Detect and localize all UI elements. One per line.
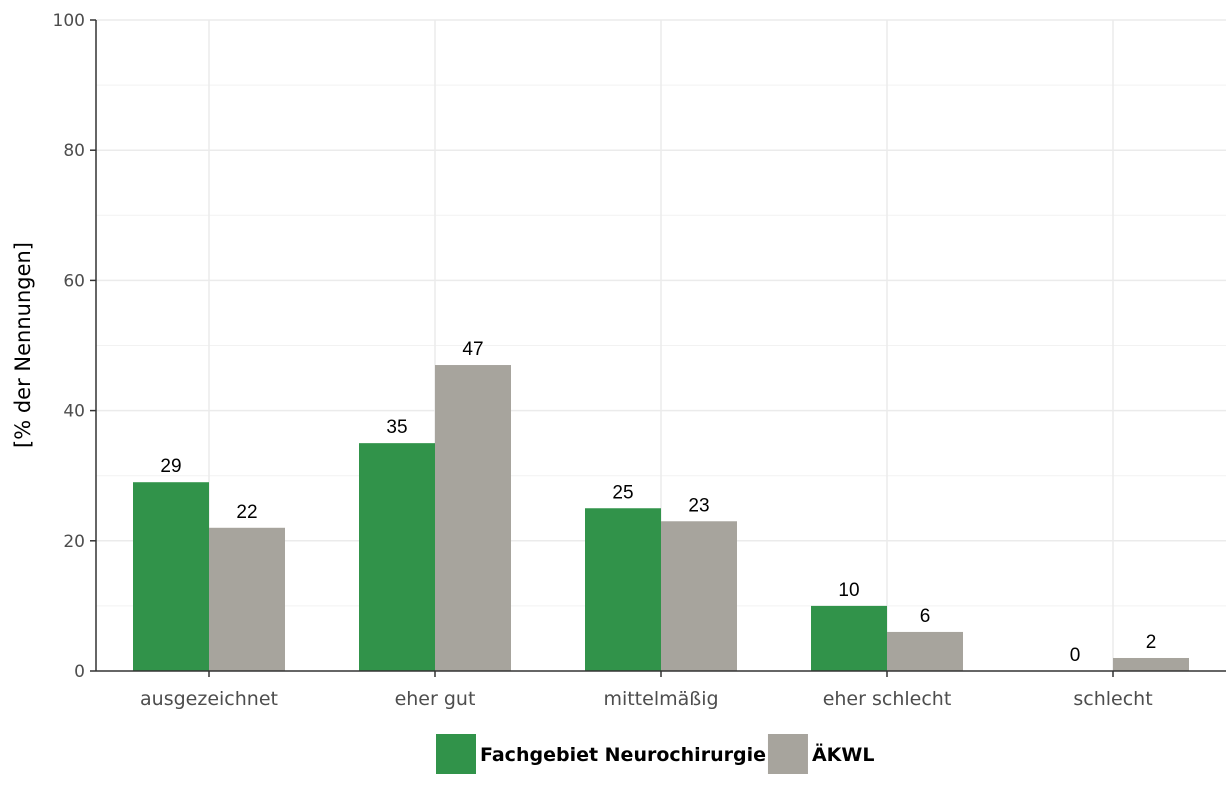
data-label: 25 — [612, 482, 633, 503]
legend: Fachgebiet Neurochirurgie ÄKWL — [436, 734, 874, 774]
x-tick-label: mittelmäßig — [603, 688, 718, 710]
bar-series-2 — [661, 521, 737, 671]
bar-series-2 — [887, 631, 963, 671]
bar-series-1 — [133, 482, 209, 671]
y-axis-label: [% der Nennungen] — [11, 242, 35, 448]
data-label: 10 — [838, 580, 859, 601]
bar-series-1 — [585, 508, 661, 671]
x-tick-label: ausgezeichnet — [140, 688, 278, 710]
legend-swatch — [767, 734, 808, 774]
data-label: 0 — [1070, 645, 1081, 666]
bar-series-1 — [811, 605, 887, 671]
data-label: 47 — [462, 339, 483, 360]
y-tick-label: 100 — [53, 11, 85, 31]
data-labels: 29 22 35 47 25 23 10 6 0 2 — [160, 339, 1156, 666]
legend-label: Fachgebiet Neurochirurgie — [480, 744, 766, 766]
y-tick-label: 0 — [74, 662, 85, 682]
data-label: 23 — [688, 495, 709, 516]
x-tick-label: eher gut — [395, 688, 476, 710]
bar-series-1 — [359, 443, 435, 671]
y-tick-label: 20 — [63, 532, 85, 552]
y-tick-label: 40 — [63, 402, 85, 422]
y-tick-label: 80 — [63, 141, 85, 161]
data-label: 35 — [386, 417, 407, 438]
bars — [133, 365, 1189, 671]
bar-series-2 — [1113, 657, 1189, 671]
x-ticks: ausgezeichnet eher gut mittelmäßig eher sch… — [140, 671, 1153, 710]
legend-label: ÄKWL — [812, 742, 875, 766]
bar-series-2 — [209, 527, 285, 671]
data-label: 6 — [920, 606, 931, 627]
x-tick-label: schlecht — [1073, 688, 1152, 710]
data-label: 22 — [236, 502, 257, 523]
data-label: 2 — [1146, 632, 1157, 653]
bar-series-2 — [435, 365, 511, 671]
y-ticks: 0 20 40 60 80 100 — [53, 11, 96, 682]
legend-swatch — [436, 734, 476, 774]
x-tick-label: eher schlecht — [823, 688, 952, 710]
data-label: 29 — [160, 456, 181, 477]
y-tick-label: 60 — [63, 271, 85, 291]
